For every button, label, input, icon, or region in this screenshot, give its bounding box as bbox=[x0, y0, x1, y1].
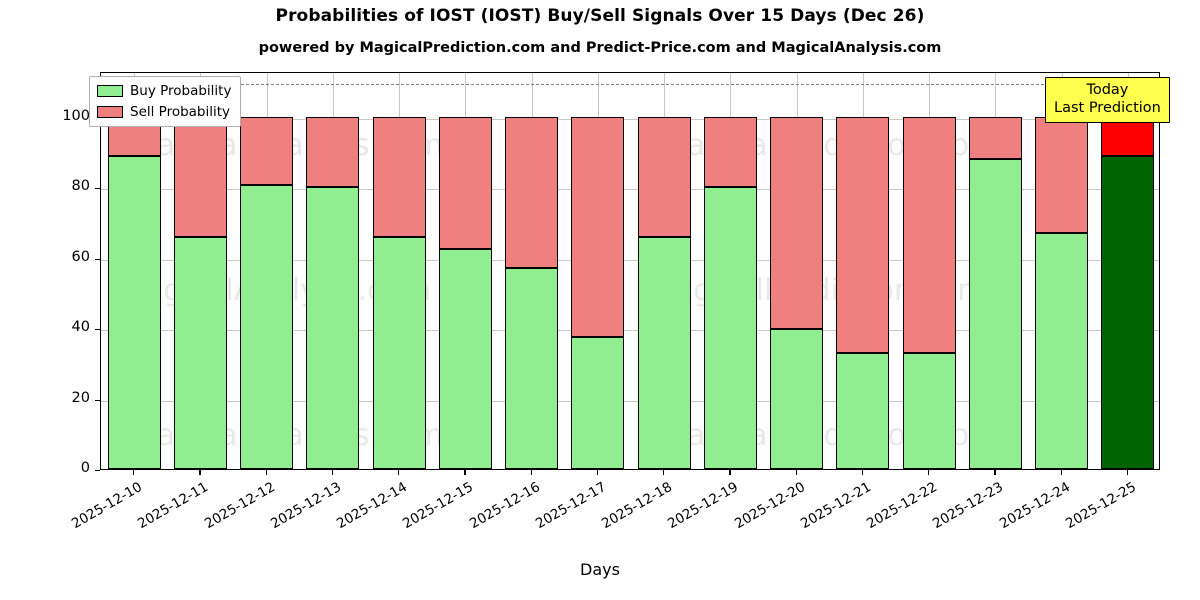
reference-dashed-line bbox=[101, 83, 1159, 85]
x-axis-tick-mark bbox=[861, 470, 864, 475]
x-axis-tick-mark bbox=[729, 470, 731, 475]
x-axis-tick-mark bbox=[596, 470, 599, 475]
legend-item-buy: Buy Probability bbox=[97, 83, 231, 99]
y-axis-tick-mark bbox=[95, 188, 100, 190]
bar-segment-buy bbox=[1101, 155, 1155, 469]
y-axis-tick-label: 80 bbox=[71, 178, 90, 195]
y-axis-tick-label: 60 bbox=[71, 248, 90, 265]
x-axis-tick-mark bbox=[464, 470, 466, 475]
y-gridline bbox=[101, 118, 1159, 120]
bar-segment-buy bbox=[107, 155, 161, 469]
bar-segment-buy bbox=[438, 248, 492, 469]
legend-label-buy: Buy Probability bbox=[130, 83, 232, 99]
bar bbox=[968, 71, 1022, 469]
y-axis-tick-mark bbox=[95, 399, 100, 401]
bar-segment-sell bbox=[836, 116, 890, 353]
x-axis-tick-mark bbox=[199, 470, 201, 475]
bar-segment-sell bbox=[438, 116, 492, 249]
bar-segment-sell bbox=[902, 116, 956, 353]
bar bbox=[703, 71, 757, 469]
x-axis-tick-mark bbox=[265, 470, 267, 475]
x-axis-tick-mark bbox=[133, 470, 135, 475]
y-axis-tick-mark bbox=[95, 258, 100, 260]
bar-segment-buy bbox=[637, 236, 691, 469]
y-axis-tick-label: 100 bbox=[62, 107, 90, 124]
bar bbox=[173, 71, 227, 469]
x-axis-tick-mark bbox=[795, 470, 797, 475]
today-annotation-line2: Last Prediction bbox=[1054, 99, 1161, 116]
legend-swatch-buy-icon bbox=[97, 85, 123, 97]
bar-segment-sell bbox=[240, 116, 294, 186]
bar bbox=[240, 71, 294, 469]
y-gridline bbox=[101, 259, 1159, 261]
bar-segment-buy bbox=[770, 328, 824, 469]
bar bbox=[770, 71, 824, 469]
x-axis-tick-mark bbox=[1126, 470, 1129, 475]
x-axis-tick-mark bbox=[928, 470, 930, 475]
bar-segment-sell bbox=[505, 116, 559, 269]
y-axis-tick-mark bbox=[95, 470, 100, 472]
bar-segment-buy bbox=[372, 236, 426, 469]
bar-segment-sell bbox=[372, 116, 426, 237]
bar bbox=[1035, 71, 1089, 469]
bar-segment-sell bbox=[1035, 116, 1089, 233]
bar-segment-sell bbox=[637, 116, 691, 237]
x-axis-tick-mark bbox=[398, 470, 400, 475]
bar-segment-sell bbox=[173, 116, 227, 237]
bar-segment-sell bbox=[703, 116, 757, 188]
bar-today bbox=[1101, 71, 1155, 469]
x-axis-tick-mark bbox=[1060, 470, 1062, 475]
bar-segment-buy bbox=[902, 352, 956, 469]
bar-segment-buy bbox=[505, 268, 559, 469]
bar-segment-sell bbox=[770, 116, 824, 329]
legend-swatch-sell-icon bbox=[97, 106, 123, 118]
bar bbox=[438, 71, 492, 469]
bar-segment-buy bbox=[836, 352, 890, 469]
chart-title: Probabilities of IOST (IOST) Buy/Sell Si… bbox=[275, 6, 925, 26]
bar bbox=[637, 71, 691, 469]
bar bbox=[571, 71, 625, 469]
today-annotation: Today Last Prediction bbox=[1045, 77, 1170, 124]
legend-item-sell: Sell Probability bbox=[97, 104, 231, 120]
y-gridline bbox=[101, 189, 1159, 191]
y-axis-tick-label: 0 bbox=[80, 460, 90, 476]
x-axis-tick-mark bbox=[331, 470, 334, 475]
y-axis-tick-label: 20 bbox=[71, 389, 90, 406]
y-axis-tick-mark bbox=[95, 329, 100, 331]
plot-area: MagicalAnalysis.comMagicalPrediction.com… bbox=[100, 72, 1160, 470]
chart-subtitle: powered by MagicalPrediction.com and Pre… bbox=[258, 40, 942, 56]
bar-segment-buy bbox=[571, 336, 625, 469]
bar-segment-sell bbox=[571, 116, 625, 337]
bar-segment-buy bbox=[1035, 233, 1089, 469]
bar-segment-buy bbox=[968, 159, 1022, 469]
y-gridline bbox=[101, 400, 1159, 402]
bar bbox=[836, 71, 890, 469]
today-annotation-line1: Today bbox=[1086, 82, 1129, 98]
legend-label-sell: Sell Probability bbox=[130, 104, 231, 120]
bar-segment-buy bbox=[306, 187, 360, 469]
bar bbox=[306, 71, 360, 469]
chart-legend: Buy Probability Sell Probability bbox=[89, 76, 242, 127]
y-gridline bbox=[101, 330, 1159, 332]
y-axis-tick-label: 40 bbox=[71, 319, 90, 336]
bar-segment-buy bbox=[703, 187, 757, 469]
x-axis-tick-mark bbox=[530, 470, 532, 475]
bar-segment-sell bbox=[968, 116, 1022, 160]
x-axis-title: Days bbox=[580, 560, 620, 579]
bar-segment-buy bbox=[173, 236, 227, 469]
bar bbox=[505, 71, 559, 469]
bar-segment-sell bbox=[306, 116, 360, 188]
x-axis-tick-mark bbox=[663, 470, 665, 475]
x-axis-tick-mark bbox=[994, 470, 996, 475]
bar bbox=[902, 71, 956, 469]
bar bbox=[372, 71, 426, 469]
bar-segment-buy bbox=[240, 185, 294, 469]
bar bbox=[107, 71, 161, 469]
